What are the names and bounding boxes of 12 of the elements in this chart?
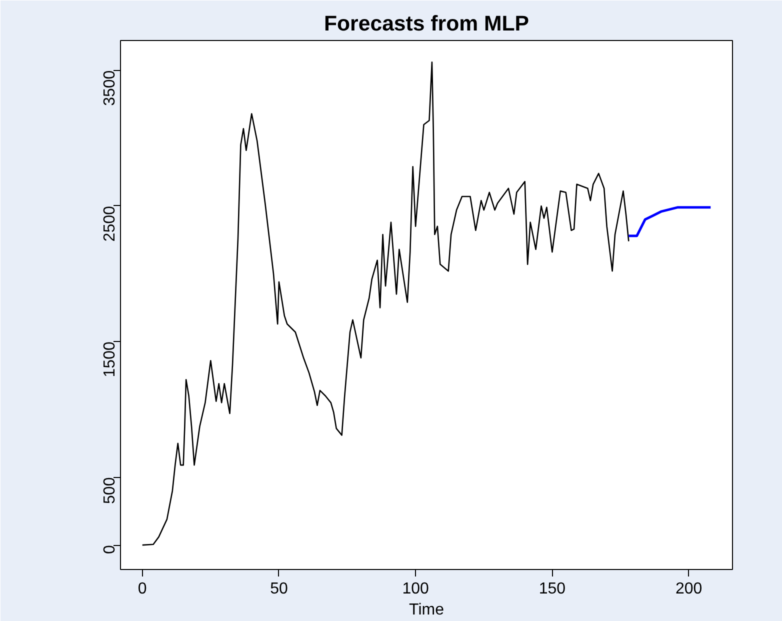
x-tick-label: 200	[675, 580, 702, 598]
y-tick-label: 500	[102, 477, 118, 504]
y-tick-label: 3500	[102, 70, 118, 106]
y-tick-label: 1500	[102, 342, 118, 378]
x-tick-label: 100	[402, 580, 430, 598]
x-axis-title: Time	[409, 602, 444, 618]
y-tick-label: 2500	[102, 206, 118, 242]
chart-title: Forecasts from MLP	[324, 12, 530, 36]
y-tick-label: 0	[102, 544, 118, 554]
x-tick-label: 50	[270, 580, 288, 598]
x-tick-label: 0	[138, 580, 147, 598]
x-tick-label: 150	[538, 580, 566, 598]
